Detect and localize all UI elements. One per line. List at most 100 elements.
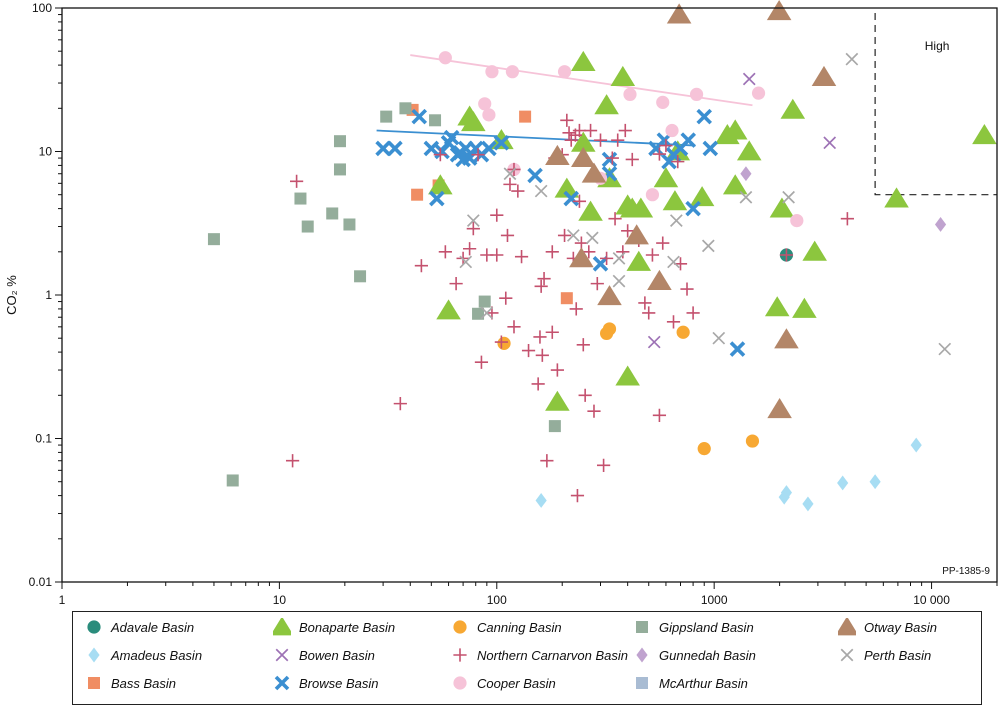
region-label: High <box>925 39 950 53</box>
legend-marker-northern-carnarvon-basin <box>453 648 467 662</box>
legend: Adavale Basin Amadeus Basin Bass Basin Bona… <box>72 611 982 705</box>
data-point-browse-basin <box>461 150 478 166</box>
data-point-otway-basin <box>571 146 596 167</box>
legend-marker-bowen-basin <box>275 648 289 662</box>
data-point-northern-carnarvon-basin <box>638 296 652 310</box>
data-point-northern-carnarvon-basin <box>490 248 504 262</box>
data-point-northern-carnarvon-basin <box>599 251 614 265</box>
data-point-otway-basin <box>811 65 837 87</box>
legend-label: Northern Carnarvon Basin <box>477 647 629 663</box>
data-point-northern-carnarvon-basin <box>596 458 611 472</box>
data-point-gippsland-basin <box>333 163 346 176</box>
data-point-bonaparte-basin <box>610 65 636 87</box>
data-point-bonaparte-basin <box>884 187 909 208</box>
data-point-bonaparte-basin <box>578 200 603 221</box>
data-point-otway-basin <box>766 0 792 21</box>
series-perth-basin <box>459 52 952 356</box>
legend-label: Amadeus Basin <box>111 647 203 663</box>
data-point-northern-carnarvon-basin <box>557 228 572 243</box>
data-point-perth-basin <box>667 255 680 269</box>
data-point-bonaparte-basin <box>662 190 688 211</box>
data-point-bass-basin <box>519 110 532 123</box>
legend-label: Bowen Basin <box>299 647 375 663</box>
data-point-northern-carnarvon-basin <box>671 155 685 169</box>
x-tick-label: 1 <box>59 593 66 607</box>
legend-item-adavale-basin: Adavale Basin <box>85 618 194 636</box>
data-point-browse-basin <box>411 108 428 125</box>
data-point-perth-basin <box>739 190 753 204</box>
data-point-northern-carnarvon-basin <box>533 330 547 344</box>
high-region-boundary <box>874 13 997 196</box>
legend-item-bonaparte-basin: Bonaparte Basin <box>273 618 395 636</box>
data-point-bonaparte-basin <box>780 98 806 119</box>
legend-label: Bass Basin <box>111 675 177 691</box>
data-point-northern-carnarvon-basin <box>569 302 583 316</box>
data-point-perth-basin <box>503 167 517 181</box>
data-point-northern-carnarvon-basin <box>582 245 596 259</box>
data-point-cooper-basin <box>557 65 572 79</box>
legend-swatch <box>838 618 856 636</box>
legend-label: Perth Basin <box>864 647 932 663</box>
x-tick-label: 100 <box>487 593 507 607</box>
data-point-bowen-basin <box>742 72 756 86</box>
legend-label: Bonaparte Basin <box>299 619 396 635</box>
data-point-cooper-basin <box>665 123 679 138</box>
data-point-bonaparte-basin <box>689 186 715 207</box>
legend-item-mcarthur-basin: McArthur Basin <box>633 674 748 692</box>
y-tick-label: 100 <box>32 1 52 15</box>
legend-swatch <box>840 648 854 662</box>
data-point-northern-carnarvon-basin <box>290 174 304 188</box>
data-point-northern-carnarvon-basin <box>680 282 694 296</box>
legend-label: Otway Basin <box>864 619 937 635</box>
legend-item-canning-basin: Canning Basin <box>451 618 562 636</box>
data-point-gippsland-basin <box>472 307 485 320</box>
data-point-gippsland-basin <box>343 218 356 231</box>
legend-label: Cooper Basin <box>477 675 556 691</box>
data-point-northern-carnarvon-basin <box>545 245 559 259</box>
data-point-browse-basin <box>592 256 609 272</box>
data-point-cooper-basin <box>485 65 499 79</box>
data-point-northern-carnarvon-basin <box>652 408 667 422</box>
data-point-perth-basin <box>466 214 480 227</box>
data-point-browse-basin <box>387 140 403 157</box>
data-point-northern-carnarvon-basin <box>507 320 521 334</box>
data-point-northern-carnarvon-basin <box>503 177 517 191</box>
data-point-canning-basin <box>745 434 760 448</box>
data-point-bonaparte-basin <box>615 194 640 215</box>
data-point-bonaparte-basin <box>545 390 570 411</box>
data-point-northern-carnarvon-basin <box>611 133 625 147</box>
y-tick-label: 10 <box>39 145 53 159</box>
y-tick-label: 1 <box>45 288 52 302</box>
series-northern-carnarvon-basin <box>285 113 854 503</box>
data-point-northern-carnarvon-basin <box>545 325 559 339</box>
legend-label: Canning Basin <box>477 619 562 635</box>
data-point-northern-carnarvon-basin <box>550 363 564 377</box>
data-point-browse-basin <box>563 190 579 207</box>
data-point-gunnedah-basin <box>740 166 752 182</box>
legend-marker-amadeus-basin <box>88 647 100 663</box>
data-point-amadeus-basin <box>910 437 922 453</box>
legend-swatch <box>453 676 467 690</box>
data-point-canning-basin <box>697 442 711 456</box>
data-point-northern-carnarvon-basin <box>570 489 585 503</box>
data-point-browse-basin <box>680 132 697 148</box>
data-point-otway-basin <box>597 285 622 306</box>
legend-marker-cooper-basin <box>453 676 467 690</box>
data-point-bonaparte-basin <box>615 365 640 386</box>
x-tick-label: 10 <box>273 593 287 607</box>
data-point-bonaparte-basin <box>436 299 461 320</box>
legend-marker-gunnedah-basin <box>636 647 648 663</box>
data-point-northern-carnarvon-basin <box>608 212 622 226</box>
data-point-northern-carnarvon-basin <box>540 454 554 468</box>
legend-label: Adavale Basin <box>111 619 195 635</box>
series-canning-basin <box>497 322 760 456</box>
data-point-bonaparte-basin <box>554 177 580 198</box>
data-point-amadeus-basin <box>780 485 793 501</box>
legend-marker-bonaparte-basin <box>273 618 291 636</box>
series-bonaparte-basin <box>428 50 997 411</box>
data-point-perth-basin <box>701 239 715 253</box>
legend-marker-adavale-basin <box>87 620 101 634</box>
legend-label: Gippsland Basin <box>659 619 754 635</box>
legend-swatch <box>88 647 100 663</box>
